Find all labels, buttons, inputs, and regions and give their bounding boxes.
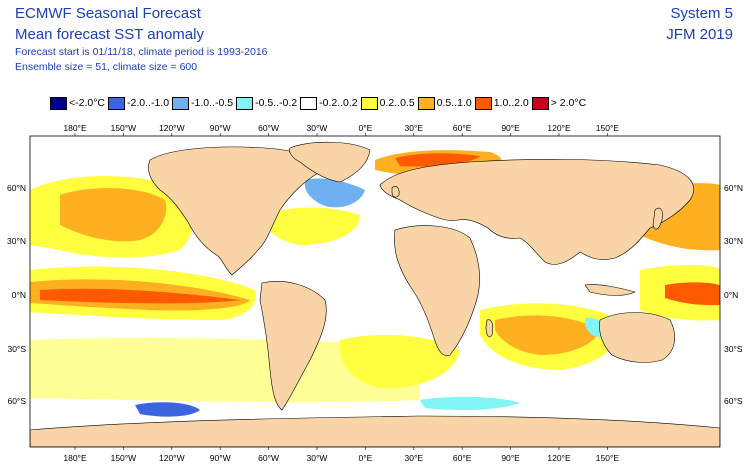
latitude-label: 0°N xyxy=(12,290,26,300)
africa-land xyxy=(394,225,480,356)
anomaly-patch-indian-ocean-core xyxy=(495,315,600,355)
antarctica-land xyxy=(30,415,720,447)
color-legend: <-2.0°C -2.0..-1.0 -1.0..-0.5 -0.5..-0.2 -0.… xyxy=(50,95,586,111)
anomaly-field xyxy=(30,150,720,417)
legend-label: -2.0..-1.0 xyxy=(127,97,170,109)
anomaly-patch-southern-ocean-cold xyxy=(135,402,200,417)
legend-item: 0.5..1.0 xyxy=(417,95,472,111)
longitude-label: 150°E xyxy=(596,453,620,463)
legend-swatch xyxy=(360,96,378,110)
indonesia-land xyxy=(584,284,636,296)
eurasia-land xyxy=(379,158,695,265)
legend-swatch xyxy=(531,96,549,110)
uk-land xyxy=(391,186,400,198)
system-label: System 5 xyxy=(670,5,733,22)
anomaly-patch-west-pacific-core xyxy=(665,282,720,306)
legend-label: <-2.0°C xyxy=(69,97,106,109)
map-subtitle: Mean forecast SST anomaly xyxy=(15,26,204,43)
latitude-label: 30°N xyxy=(724,236,743,246)
longitude-label: 30°W xyxy=(307,453,328,463)
longitude-label: 120°E xyxy=(547,453,571,463)
legend-label: 0.5..1.0 xyxy=(436,97,472,109)
australia-land xyxy=(599,312,675,363)
legend-label: -1.0..-0.5 xyxy=(191,97,234,109)
forecast-start-text: Forecast start is 01/11/18, climate peri… xyxy=(15,46,268,58)
legend-item: -0.5..-0.2 xyxy=(236,95,297,111)
latitude-label: 60°N xyxy=(7,183,26,193)
anomaly-patch-weddell-cold xyxy=(420,396,520,411)
longitude-label: 180°E xyxy=(63,453,87,463)
latitude-label: 60°N xyxy=(724,183,743,193)
latitude-label: 30°S xyxy=(724,344,743,354)
legend-label: -0.2..0.2 xyxy=(319,97,358,109)
legend-swatch xyxy=(474,96,492,110)
longitude-label: 180°E xyxy=(63,123,87,133)
longitude-axis: 180°E 180°E 150°W 150°W 120°W 120°W 90°W 90°W 60… xyxy=(63,123,619,463)
legend-swatch xyxy=(417,96,435,110)
longitude-label: 0°E xyxy=(359,123,373,133)
legend-label: 0.2..0.5 xyxy=(379,97,415,109)
legend-swatch xyxy=(300,96,318,110)
north-america-land xyxy=(148,146,321,276)
greenland-land xyxy=(289,141,371,183)
longitude-label: 90°E xyxy=(501,123,520,133)
longitude-label: 150°W xyxy=(111,123,137,133)
longitude-label: 90°W xyxy=(210,123,231,133)
longitude-label: 90°E xyxy=(501,453,520,463)
longitude-label: 60°W xyxy=(258,453,279,463)
legend-label: > 2.0°C xyxy=(550,97,587,109)
anomaly-patch-gulf-stream xyxy=(265,207,360,245)
latitude-label: 60°S xyxy=(724,396,743,406)
anomaly-patch-labrador-sea xyxy=(304,178,365,208)
longitude-label: 60°W xyxy=(258,123,279,133)
legend-swatch xyxy=(172,96,190,110)
ensemble-size-text: Ensemble size = 51, climate size = 600 xyxy=(15,61,198,73)
madagascar-land xyxy=(485,319,494,338)
legend-swatch xyxy=(236,96,254,110)
japan-land xyxy=(652,207,663,230)
south-america-land xyxy=(259,281,327,411)
legend-item: -1.0..-0.5 xyxy=(172,95,233,111)
legend-item: 0.2..0.5 xyxy=(360,95,415,111)
longitude-label: 120°E xyxy=(547,123,571,133)
latitude-label: 60°S xyxy=(7,396,26,406)
anomaly-patch-nino-core xyxy=(40,288,240,304)
legend-item: -2.0..-1.0 xyxy=(108,95,169,111)
legend-item: 1.0..2.0 xyxy=(474,95,529,111)
anomaly-patch-north-pacific-core xyxy=(60,188,167,242)
legend-swatch xyxy=(108,96,126,110)
longitude-label: 60°E xyxy=(453,453,472,463)
land-masses xyxy=(30,141,720,447)
longitude-label: 30°E xyxy=(405,123,424,133)
map-title: ECMWF Seasonal Forecast xyxy=(15,5,201,22)
longitude-label: 90°W xyxy=(210,453,231,463)
legend-item: > 2.0°C xyxy=(531,95,587,111)
latitude-axis: 60°N 60°N 30°N 30°N 0°N 0°N 30°S 30°S 60°S 60°S xyxy=(7,183,743,406)
longitude-label: 120°W xyxy=(159,453,185,463)
longitude-label: 30°W xyxy=(307,123,328,133)
longitude-label: 60°E xyxy=(453,123,472,133)
legend-swatch xyxy=(50,96,67,110)
legend-label: 1.0..2.0 xyxy=(493,97,529,109)
anomaly-patch-southern-ocean xyxy=(30,337,420,403)
latitude-label: 30°S xyxy=(7,344,26,354)
legend-item: -0.2..0.2 xyxy=(300,95,358,111)
map-frame xyxy=(29,135,721,448)
longitude-label: 120°W xyxy=(159,123,185,133)
latitude-label: 0°N xyxy=(724,290,738,300)
longitude-label: 150°E xyxy=(596,123,620,133)
period-label: JFM 2019 xyxy=(666,26,733,43)
longitude-label: 30°E xyxy=(405,453,424,463)
longitude-label: 0°E xyxy=(359,453,373,463)
legend-item: <-2.0°C xyxy=(50,95,105,111)
longitude-label: 150°W xyxy=(111,453,137,463)
latitude-label: 30°N xyxy=(7,236,26,246)
legend-label: -0.5..-0.2 xyxy=(255,97,298,109)
